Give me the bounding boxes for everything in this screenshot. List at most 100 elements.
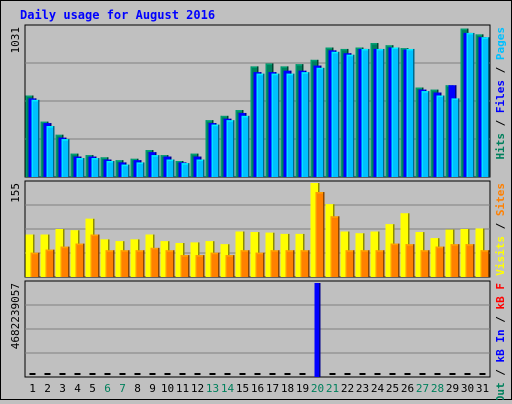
- x-tick-day-3: 3: [59, 382, 66, 395]
- bar-zero-day-28: [434, 373, 441, 375]
- bar-pages-day-11: [181, 163, 190, 177]
- bar-sites-day-17: [270, 250, 280, 277]
- chart-title: Daily usage for August 2016: [20, 8, 215, 22]
- bar-sites-day-20: [315, 192, 325, 277]
- bar-pages-day-24: [376, 48, 385, 177]
- x-tick-day-9: 9: [149, 382, 156, 395]
- x-tick-day-19: 19: [296, 382, 309, 395]
- series-label-bottom: kB Out / kB In / kB F: [494, 283, 507, 400]
- panel-top: 1031 Hits / Files / Pages: [9, 24, 507, 178]
- bar-zero-day-5: [89, 373, 96, 375]
- series-label-part: Visits: [494, 236, 507, 276]
- series-label-part: kB In: [494, 329, 507, 362]
- bar-zero-day-8: [134, 373, 141, 375]
- bar-sites-day-11: [180, 255, 190, 277]
- bar-pages-day-18: [286, 73, 295, 177]
- panel-bottom: 4682239057 kB Out / kB In / kB F: [9, 280, 507, 404]
- bar-zero-day-21: [329, 373, 336, 375]
- bar-sites-day-3: [60, 246, 70, 277]
- bar-sites-day-29: [450, 244, 460, 277]
- bar-sites-day-28: [435, 246, 445, 277]
- bar-sites-day-27: [420, 250, 430, 277]
- x-tick-day-26: 26: [401, 382, 414, 395]
- series-label-top: Hits / Files / Pages: [494, 27, 507, 160]
- bar-pages-day-25: [391, 47, 400, 177]
- bar-pages-day-28: [436, 95, 445, 177]
- bar-pages-day-29: [451, 98, 460, 177]
- x-tick-day-1: 1: [29, 382, 36, 395]
- bar-zero-day-23: [359, 373, 366, 375]
- bar-zero-day-19: [299, 373, 306, 375]
- bar-pages-day-19: [301, 72, 310, 177]
- series-label-part: Hits: [494, 133, 507, 160]
- bar-zero-day-26: [404, 373, 411, 375]
- bar-zero-day-7: [119, 373, 126, 375]
- bar-sites-day-24: [375, 250, 385, 277]
- x-tick-day-2: 2: [44, 382, 51, 395]
- bar-pages-day-6: [106, 160, 115, 177]
- bar-pages-day-1: [31, 99, 40, 177]
- bar-pages-day-23: [361, 48, 370, 177]
- x-tick-day-23: 23: [356, 382, 369, 395]
- series-label-part: kB Out: [494, 382, 507, 400]
- bar-sites-day-2: [45, 249, 55, 277]
- series-label-part: Pages: [494, 27, 507, 60]
- x-tick-day-20: 20: [311, 382, 324, 395]
- bar-sites-day-31: [480, 250, 490, 277]
- bar-pages-day-9: [151, 155, 160, 177]
- bar-zero-day-11: [179, 373, 186, 375]
- bar-pages-day-17: [271, 73, 280, 177]
- bar-sites-day-26: [405, 244, 415, 277]
- series-label-middle: Visits / Sites: [494, 183, 507, 276]
- bar-zero-day-22: [344, 373, 351, 375]
- x-tick-day-17: 17: [266, 382, 279, 395]
- bar-sites-day-23: [360, 250, 370, 277]
- panel-middle: 155 Visits / Sites: [9, 180, 507, 278]
- bar-zero-day-30: [464, 373, 471, 375]
- bar-pages-day-31: [481, 37, 490, 178]
- bar-zero-day-16: [254, 373, 261, 375]
- y-max-label-middle: 155: [9, 183, 22, 203]
- x-tick-day-28: 28: [431, 382, 444, 395]
- x-tick-day-18: 18: [281, 382, 294, 395]
- bar-zero-day-25: [389, 373, 396, 375]
- bar-pages-day-13: [211, 124, 220, 177]
- x-tick-day-10: 10: [161, 382, 174, 395]
- bar-pages-day-7: [121, 164, 130, 177]
- bar-zero-day-14: [224, 373, 231, 375]
- bar-zero-day-1: [29, 373, 36, 375]
- bar-pages-day-26: [406, 48, 415, 177]
- bar-zero-day-29: [449, 373, 456, 375]
- bar-sites-day-13: [210, 252, 220, 277]
- bar-pages-day-3: [61, 139, 70, 177]
- series-label-part: Files: [494, 80, 507, 113]
- bar-zero-day-17: [269, 373, 276, 375]
- x-tick-day-13: 13: [206, 382, 219, 395]
- bar-zero-day-18: [284, 373, 291, 375]
- x-tick-day-8: 8: [134, 382, 141, 395]
- x-tick-day-22: 22: [341, 382, 354, 395]
- bar-sites-day-12: [195, 255, 205, 277]
- x-tick-day-29: 29: [446, 382, 459, 395]
- bar-sites-day-16: [255, 252, 265, 277]
- y-max-label-bottom: 4682239057: [9, 283, 22, 349]
- bar-pages-day-15: [241, 115, 250, 177]
- bar-pages-day-27: [421, 91, 430, 177]
- bar-zero-day-9: [149, 373, 156, 375]
- y-max-label-top: 1031: [9, 27, 22, 54]
- x-tick-day-6: 6: [104, 382, 111, 395]
- bar-sites-day-14: [225, 255, 235, 277]
- x-tick-day-4: 4: [74, 382, 81, 395]
- bar-zero-day-12: [194, 373, 201, 375]
- bar-sites-day-4: [75, 243, 85, 277]
- bar-pages-day-21: [331, 51, 340, 178]
- x-tick-day-7: 7: [119, 382, 126, 395]
- bar-zero-day-31: [479, 373, 486, 375]
- x-tick-day-15: 15: [236, 382, 249, 395]
- bar-zero-day-15: [239, 373, 246, 375]
- bar-pages-day-8: [136, 162, 145, 177]
- bar-sites-day-1: [30, 252, 40, 277]
- series-label-part: /: [494, 216, 507, 236]
- bar-sites-day-5: [90, 234, 100, 277]
